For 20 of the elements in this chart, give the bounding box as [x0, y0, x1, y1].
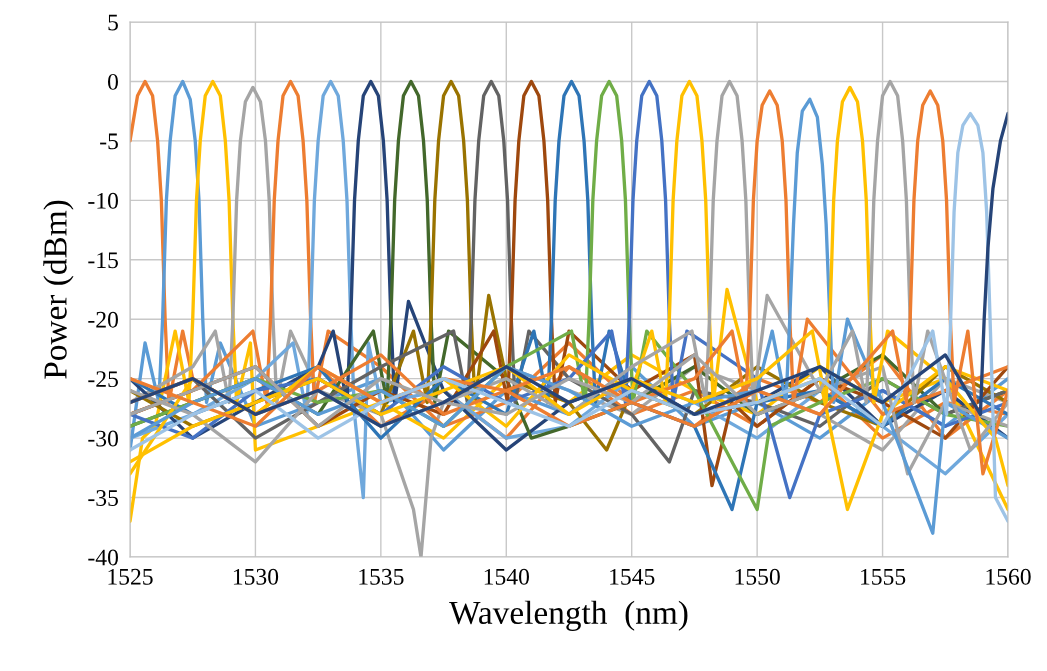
y-tick-label: -25: [88, 371, 118, 388]
x-tick-label: 1525: [108, 568, 153, 585]
y-tick-label: -35: [88, 490, 118, 506]
y-tick-label: 5: [108, 14, 118, 31]
y-axis-title: Power (dBm): [43, 200, 74, 379]
x-tick-label: 1535: [359, 568, 404, 585]
y-tick-label: 0: [107, 73, 118, 90]
y-tick-label: -15: [88, 252, 118, 269]
x-tick-label: 1530: [233, 568, 279, 585]
y-tick-label: -40: [88, 549, 118, 566]
x-tick-label: 1555: [861, 568, 906, 585]
y-tick-label: -10: [88, 192, 118, 209]
x-tick-label: 1540: [484, 568, 529, 585]
x-tick-label: 1550: [735, 568, 780, 585]
x-tick-label: 1545: [610, 568, 655, 585]
y-tick-label: -5: [100, 133, 118, 150]
x-axis-title: Wavelength (nm): [449, 600, 688, 631]
x-tick-label: 1560: [986, 568, 1031, 585]
y-tick-label: -30: [88, 430, 118, 447]
y-tick-label: -20: [88, 311, 118, 328]
